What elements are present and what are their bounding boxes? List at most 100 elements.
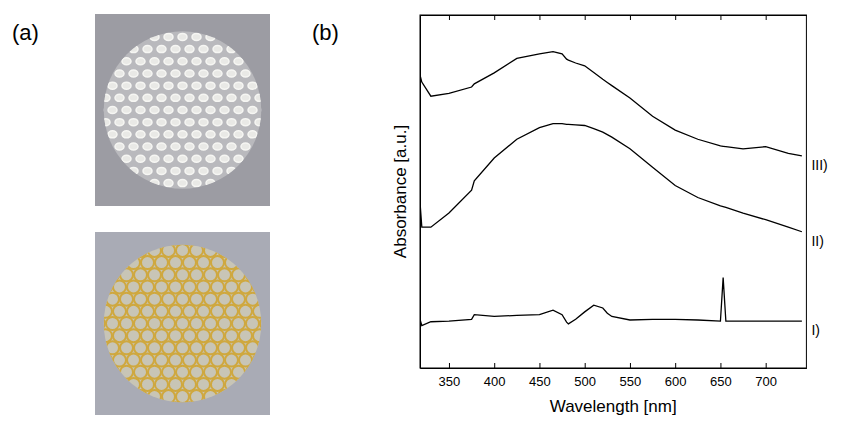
mesh-cell [288,341,301,354]
mesh-cell [213,192,222,199]
mesh-cell [192,107,201,114]
mesh-cell [276,180,285,187]
mesh-cell [274,390,287,403]
mesh-cell [253,402,266,415]
mesh-cell [220,131,229,138]
mesh-cell [248,107,257,114]
mesh-cell [176,220,189,233]
mesh-cell [115,119,124,126]
mesh-cell [190,341,203,354]
mesh-cell [73,70,82,77]
mesh-cell [106,244,119,257]
mesh-cell [120,244,133,257]
x-tick-top [494,15,495,20]
mesh-cell [218,390,231,403]
mesh-cell [87,192,96,199]
mesh-cell [185,46,194,53]
mesh-cell [155,329,168,342]
mesh-cell [157,192,166,199]
x-tick-mark-top [449,15,450,20]
mesh-cell [246,220,259,233]
mesh-cell [232,341,245,354]
mesh-cell [148,293,161,306]
mesh-cell [136,131,145,138]
mesh-cell [150,107,159,114]
mesh-cell [274,366,287,379]
mesh-cell [120,341,133,354]
mesh-cell [136,107,145,114]
mesh-cell [80,33,89,40]
mesh-cell [246,244,259,257]
mesh-cell [234,204,243,211]
mesh-cell [239,256,252,269]
mesh-cell [71,305,84,318]
mesh-cell [150,155,159,162]
mesh-cell [281,354,294,367]
mesh-cell [232,244,245,257]
mesh-cell [297,167,306,174]
mesh-cell [120,366,133,379]
mesh-cell [71,280,84,293]
mesh-cell [66,33,75,40]
mesh-cell [150,9,159,16]
mesh-cell [232,293,245,306]
mesh-cell [164,131,173,138]
mesh-cell [213,119,222,126]
mesh-cell [148,341,161,354]
mesh-cell [227,143,236,150]
photo-background [95,232,270,415]
mesh-cell [288,220,301,233]
mesh-cell [295,329,308,342]
mesh-cell [78,414,91,423]
mesh-cell [162,341,175,354]
mesh-cell [94,204,103,211]
mesh-cell [101,70,110,77]
mesh-cell [199,46,208,53]
mesh-cell [211,232,224,245]
mesh-cell [127,354,140,367]
mesh-cell [290,82,299,89]
mesh-cell [297,192,306,199]
spectrum-line [420,124,802,232]
mesh-cell [267,280,280,293]
mesh-cell [143,46,152,53]
mesh-cell [136,180,145,187]
mesh-cell [232,390,245,403]
mesh-cell [87,21,96,28]
mesh-cell [148,244,161,257]
mesh-cell [283,94,292,101]
mesh-cell [183,232,196,245]
mesh-cell [162,293,175,306]
mesh-cell [78,341,91,354]
mesh-cell [290,155,299,162]
mesh-cell [283,167,292,174]
mesh-cell [71,256,84,269]
mesh-cell [234,33,243,40]
x-axis-title: Wavelength [nm] [550,397,677,416]
mesh-cell [290,131,299,138]
mesh-cell [220,180,229,187]
mesh-cell [253,280,266,293]
mesh-cell [199,143,208,150]
mesh-cell [225,354,238,367]
mesh-cell [120,293,133,306]
mesh-cell [136,58,145,65]
mesh-cell [288,244,301,257]
mesh-cell [157,143,166,150]
mesh-cell [204,317,217,330]
mesh-cell [64,244,77,257]
mesh-cell [241,192,250,199]
mesh-cell [183,402,196,415]
mesh-cell [253,256,266,269]
mesh-cell [255,143,264,150]
mesh-cell [134,414,147,423]
x-tick-top [449,15,450,20]
mesh-cell [220,204,229,211]
mesh-cell [113,256,126,269]
x-axis-top-line [421,15,807,16]
mesh-cell [211,305,224,318]
mesh-cell [155,280,168,293]
mesh-cell [171,21,180,28]
mesh-cell [183,305,196,318]
x-tick: 400 [484,363,506,389]
